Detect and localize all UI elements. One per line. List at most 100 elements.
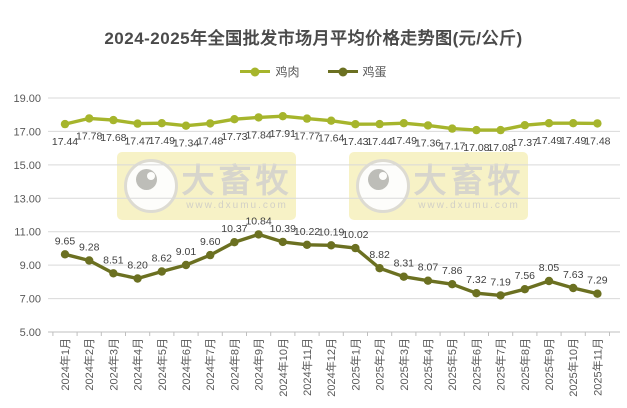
data-point-label: 10.39 xyxy=(270,223,296,235)
data-point-label: 10.02 xyxy=(342,229,368,241)
x-axis-label: 2025年9月 xyxy=(542,338,556,391)
data-point-marker xyxy=(593,289,602,298)
x-axis-label: 2024年10月 xyxy=(276,338,290,397)
data-point-label: 17.34 xyxy=(173,138,199,150)
data-point-label: 7.19 xyxy=(490,276,511,288)
y-axis-tick-label: 19.00 xyxy=(13,93,41,105)
data-point-marker xyxy=(327,116,336,125)
data-point-label: 8.51 xyxy=(103,254,124,266)
data-point-marker xyxy=(520,285,529,294)
watermark-badge: 大畜牧 www.dxumu.com xyxy=(349,152,528,220)
data-point-marker xyxy=(85,256,94,265)
x-axis-label: 2025年7月 xyxy=(494,338,508,391)
x-axis-label: 2024年8月 xyxy=(227,338,241,391)
chart-title: 2024-2025年全国批发市场月平均价格走势图(元/公斤) xyxy=(104,29,523,48)
data-point-marker xyxy=(544,276,554,286)
data-point-label: 17.78 xyxy=(76,130,102,142)
data-point-label: 10.37 xyxy=(221,223,247,235)
data-point-label: 17.44 xyxy=(52,136,78,148)
data-point-marker xyxy=(375,264,384,273)
data-point-label: 9.65 xyxy=(55,235,76,247)
data-point-marker xyxy=(448,280,457,289)
data-point-marker xyxy=(496,291,505,300)
data-point-marker xyxy=(569,283,578,293)
data-point-marker xyxy=(496,125,505,135)
x-axis-label: 2024年2月 xyxy=(82,338,96,391)
data-point-label: 17.43 xyxy=(342,136,368,148)
x-axis-label: 2024年1月 xyxy=(58,338,72,391)
data-point-marker xyxy=(302,114,312,123)
data-point-label: 7.56 xyxy=(515,270,536,282)
x-axis-label: 2024年7月 xyxy=(203,338,217,391)
data-point-marker xyxy=(60,250,70,259)
data-point-label: 8.07 xyxy=(418,262,439,274)
watermark-url: www.dxumu.com xyxy=(418,199,520,211)
data-point-marker xyxy=(399,119,408,128)
x-axis-label: 2025年1月 xyxy=(348,338,362,391)
data-point-label: 8.31 xyxy=(394,258,415,270)
legend-label: 鸡肉 xyxy=(275,65,300,79)
watermark-brand: 大畜牧 xyxy=(181,161,293,199)
data-point-marker xyxy=(569,119,578,128)
data-point-label: 17.49 xyxy=(560,135,586,147)
data-point-marker xyxy=(60,119,70,129)
y-axis-tick-label: 7.00 xyxy=(20,294,41,306)
data-point-label: 8.82 xyxy=(369,249,390,261)
data-point-label: 8.05 xyxy=(539,262,560,274)
data-point-label: 17.48 xyxy=(584,135,610,147)
data-point-marker xyxy=(593,119,602,128)
legend-marker-icon xyxy=(240,67,271,76)
data-point-marker xyxy=(254,230,263,239)
data-point-label: 9.28 xyxy=(79,242,100,254)
data-point-label: 17.17 xyxy=(439,141,465,153)
legend-item-1: 鸡蛋 xyxy=(327,63,387,80)
data-point-marker xyxy=(423,121,433,130)
data-point-label: 10.84 xyxy=(245,215,271,227)
data-point-label: 7.63 xyxy=(563,269,584,281)
data-point-marker xyxy=(472,289,481,298)
data-point-label: 17.49 xyxy=(149,135,175,147)
y-axis-tick-label: 15.00 xyxy=(13,160,41,172)
data-point-label: 9.01 xyxy=(176,246,197,258)
legend-marker-icon xyxy=(327,67,358,76)
data-point-marker xyxy=(472,125,481,135)
data-point-marker xyxy=(520,121,529,130)
y-axis-tick-label: 13.00 xyxy=(13,193,41,205)
data-point-marker xyxy=(133,119,142,128)
data-point-marker xyxy=(230,115,239,124)
data-point-label: 17.91 xyxy=(270,128,296,140)
x-axis-label: 2025年3月 xyxy=(397,338,411,391)
data-point-label: 17.44 xyxy=(366,136,392,148)
data-point-label: 17.77 xyxy=(294,131,320,143)
data-point-marker xyxy=(85,114,94,123)
data-point-marker xyxy=(327,241,336,250)
data-point-marker xyxy=(133,274,142,283)
data-point-label: 17.08 xyxy=(487,142,513,154)
legend-label: 鸡蛋 xyxy=(362,65,387,79)
data-point-label: 17.64 xyxy=(318,133,344,145)
chart-legend: 鸡肉 鸡蛋 xyxy=(0,63,627,80)
y-axis-tick-label: 17.00 xyxy=(13,126,41,138)
data-point-label: 10.19 xyxy=(318,226,344,238)
data-point-label: 7.29 xyxy=(587,275,608,287)
watermark-url: www.dxumu.com xyxy=(186,199,288,211)
data-point-label: 17.08 xyxy=(463,142,489,154)
x-axis-label: 2024年6月 xyxy=(179,338,193,391)
data-point-marker xyxy=(109,115,118,125)
data-point-label: 7.86 xyxy=(442,265,463,277)
x-axis-label: 2025年5月 xyxy=(445,338,459,391)
watermark-eye-icon xyxy=(124,159,178,213)
watermark-brand: 大畜牧 xyxy=(413,161,525,199)
data-point-marker xyxy=(351,120,360,129)
data-point-marker xyxy=(278,237,287,247)
data-point-marker xyxy=(181,260,191,270)
x-axis-label: 2025年11月 xyxy=(590,338,604,396)
data-point-label: 17.84 xyxy=(245,129,271,141)
watermark-pupil xyxy=(368,169,389,190)
data-point-label: 7.32 xyxy=(466,274,487,286)
data-point-marker xyxy=(448,124,457,133)
data-point-marker xyxy=(423,276,433,285)
data-point-marker xyxy=(109,269,118,278)
